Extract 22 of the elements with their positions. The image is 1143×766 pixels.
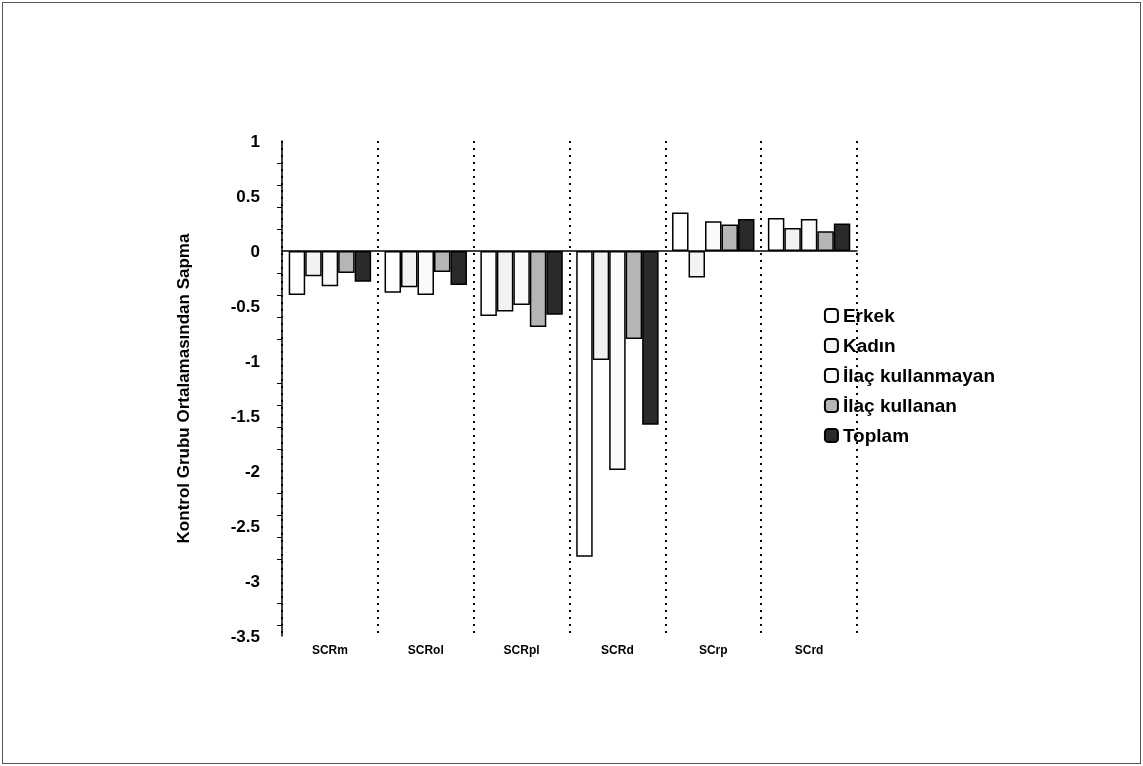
y-tick-label: -3 [244, 571, 260, 591]
y-tick-label: -2 [244, 461, 260, 481]
y-tick-label: 1 [250, 131, 260, 151]
x-tick-label: SCrp [698, 643, 728, 657]
legend-label: İlaç kullanmayan [842, 365, 995, 386]
y-tick-label: 0.5 [236, 186, 260, 206]
y-tick-label: -2.5 [230, 516, 260, 536]
legend-label: Erkek [842, 305, 896, 326]
y-tick-label: 0 [250, 241, 260, 261]
x-tick-label: SCRd [601, 643, 634, 657]
legend-label: Toplam [842, 425, 910, 446]
y-tick-label: -1.5 [230, 406, 260, 426]
x-tick-label: SCRm [311, 643, 348, 657]
x-tick-label: SCrd [794, 643, 824, 657]
legend-label: Kadın [842, 335, 896, 356]
y-tick-label: -3.5 [230, 626, 260, 646]
y-tick-label: -1 [244, 351, 260, 371]
x-tick-label: SCRol [407, 643, 444, 657]
x-tick-label: SCRpl [503, 643, 540, 657]
legend-label: İlaç kullanan [842, 395, 957, 416]
y-tick-label: -0.5 [230, 296, 260, 316]
y-axis-title: Kontrol Grubu Ortalamasından Sapma [174, 233, 193, 544]
